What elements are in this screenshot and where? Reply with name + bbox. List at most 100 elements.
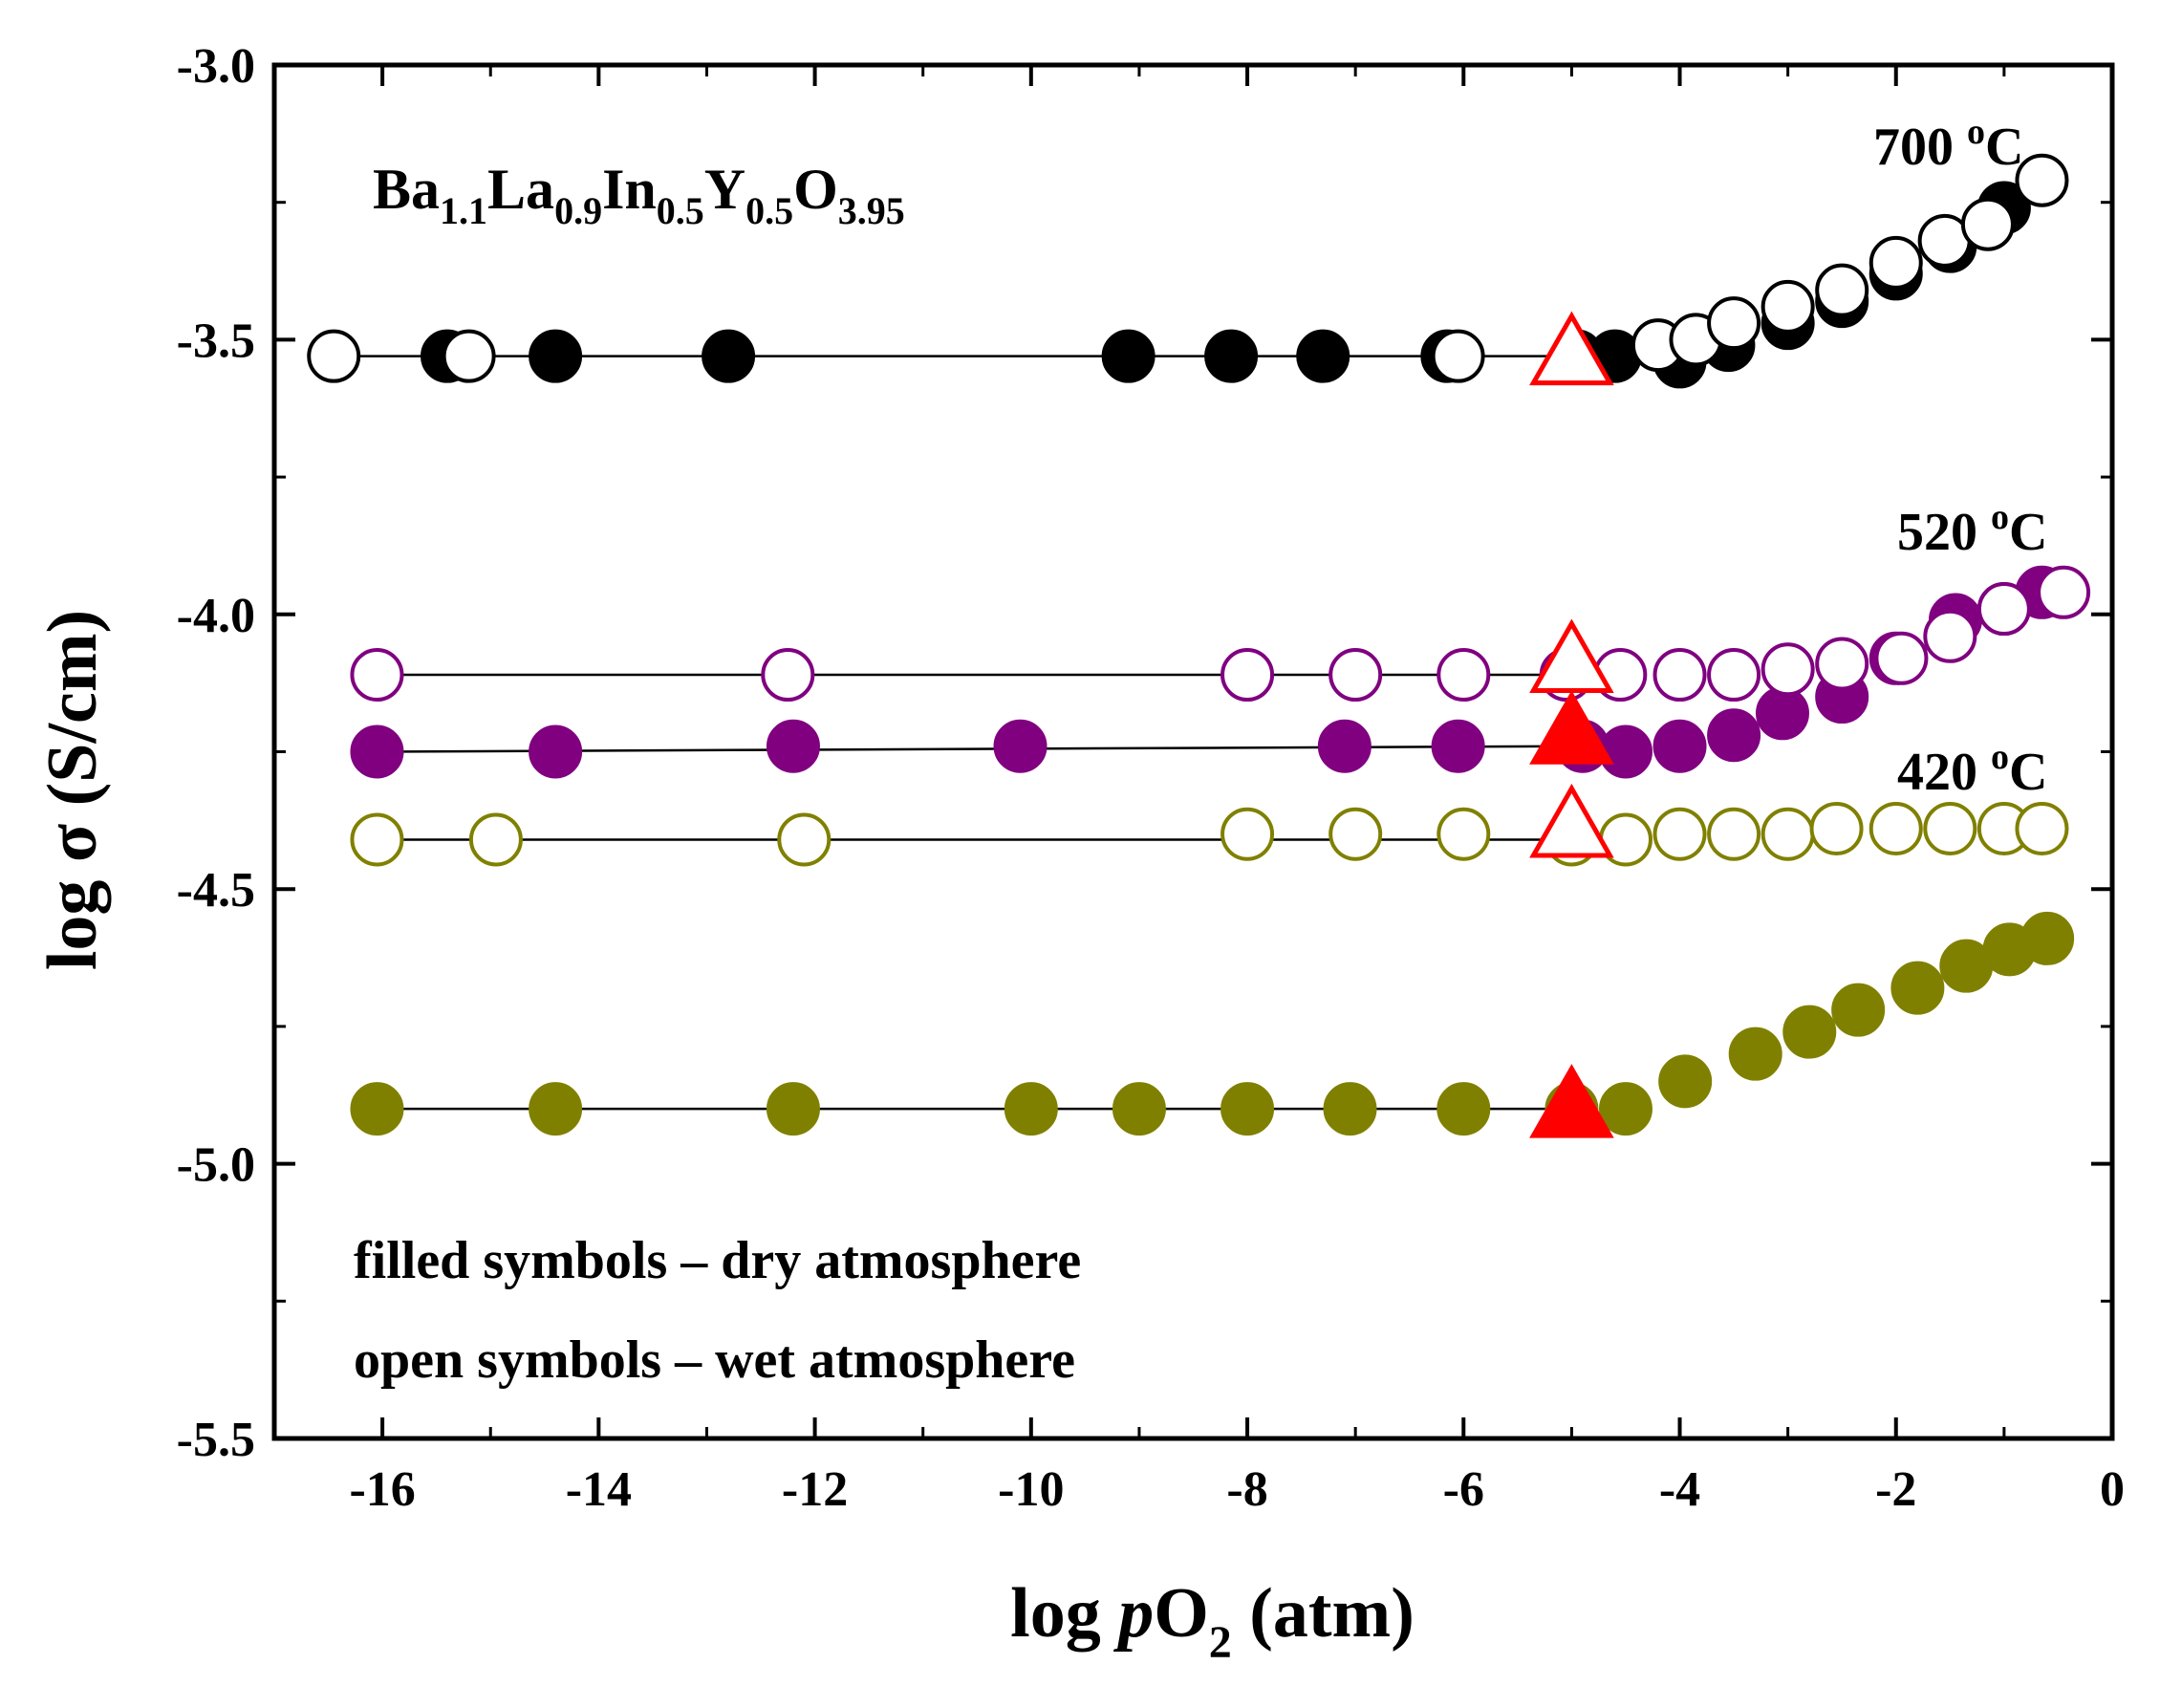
data-point-420-wet xyxy=(1652,807,1707,861)
formula-y-sub: 0.5 xyxy=(745,189,793,232)
temperature-label-420: 420 oC xyxy=(1897,737,2047,802)
data-point-520-dry xyxy=(993,719,1048,773)
y-tick-label: -3.0 xyxy=(177,39,255,94)
x-tick-label: -2 xyxy=(1875,1462,1916,1517)
data-point-420-dry xyxy=(529,1082,583,1136)
data-point-420-wet xyxy=(2015,801,2069,855)
formula-ba-sub: 1.1 xyxy=(440,189,487,232)
data-point-520-wet xyxy=(1923,609,1977,663)
data-point-700-wet xyxy=(1760,279,1815,334)
data-point-triangle-420-open xyxy=(1529,783,1614,858)
data-point-520-wet xyxy=(350,648,404,703)
data-point-420-dry xyxy=(766,1082,820,1136)
data-point-420-dry xyxy=(2020,911,2075,965)
data-point-520-dry xyxy=(1431,719,1485,773)
data-points xyxy=(307,153,2091,1138)
data-point-520-wet xyxy=(1707,648,1761,703)
data-point-420-dry xyxy=(1890,961,1945,1015)
note-filled-symbols: filled symbols – dry atmosphere xyxy=(354,1231,1081,1290)
plot-frame xyxy=(271,62,2115,1441)
data-point-420-wet xyxy=(1923,801,1977,855)
data-point-520-dry xyxy=(1317,719,1372,773)
data-point-520-dry xyxy=(1707,708,1761,763)
temp-700-number: 700 xyxy=(1873,118,1954,177)
data-point-420-dry xyxy=(1598,1082,1652,1136)
data-point-700-wet xyxy=(307,329,361,383)
x-axis-title-sub: 2 xyxy=(1209,1617,1232,1668)
data-point-700-dry xyxy=(702,329,756,383)
data-point-triangle-520-filled xyxy=(1529,690,1614,765)
data-point-420-dry xyxy=(1323,1082,1377,1136)
formula-o-sub: 3.95 xyxy=(838,189,905,232)
x-axis-title-suffix: (atm) xyxy=(1232,1574,1415,1653)
data-point-520-wet xyxy=(1220,648,1275,703)
formula-y: Y xyxy=(704,158,745,221)
data-point-420-wet xyxy=(1436,807,1491,861)
temp-520-unit: C xyxy=(2009,503,2047,562)
data-point-520-wet xyxy=(1328,648,1383,703)
data-point-triangle-420-filled xyxy=(1529,1064,1614,1138)
data-point-700-dry xyxy=(1296,329,1350,383)
temp-700-unit: C xyxy=(1985,118,2023,177)
data-point-520-dry xyxy=(1652,719,1707,773)
temp-700-sup: o xyxy=(1967,112,1985,152)
data-point-520-dry xyxy=(529,724,583,779)
x-axis-title-main: O xyxy=(1154,1574,1209,1653)
formula-in-sub: 0.5 xyxy=(657,189,704,232)
data-point-700-wet xyxy=(1868,235,1923,290)
y-axis-title: log σ (S/cm) xyxy=(33,610,112,970)
y-tick-label: -4.0 xyxy=(177,589,255,643)
compound-formula: Ba1.1La0.9In0.5Y0.5O3.95 xyxy=(373,158,905,232)
formula-in: In xyxy=(602,158,657,221)
data-point-420-wet xyxy=(1868,801,1923,855)
data-point-420-dry xyxy=(1782,1005,1837,1059)
x-axis-title-prefix: log xyxy=(1010,1574,1118,1653)
data-point-700-wet xyxy=(442,329,496,383)
data-point-520-wet xyxy=(761,648,815,703)
data-point-420-dry xyxy=(1728,1027,1782,1081)
data-point-520-wet xyxy=(1760,642,1815,697)
data-point-420-wet xyxy=(1328,807,1383,861)
data-point-520-wet xyxy=(2037,565,2091,619)
data-point-520-wet xyxy=(1436,648,1491,703)
data-point-420-wet xyxy=(468,812,523,867)
x-tick-label: -10 xyxy=(998,1462,1064,1517)
y-tick-label: -4.5 xyxy=(177,863,255,918)
formula-o: O xyxy=(793,158,838,221)
data-point-520-dry xyxy=(1755,686,1809,741)
formula-la-sub: 0.9 xyxy=(554,189,602,232)
data-point-420-dry xyxy=(1220,1082,1275,1136)
data-point-520-wet xyxy=(1874,631,1929,685)
y-tick-label: -3.5 xyxy=(177,313,255,368)
data-point-420-dry xyxy=(1112,1082,1166,1136)
y-tick-label: -5.5 xyxy=(177,1413,255,1467)
data-point-triangle-700-open xyxy=(1529,311,1614,386)
x-axis-title: log pO2 (atm) xyxy=(1010,1574,1415,1668)
data-point-420-dry xyxy=(350,1082,404,1136)
data-point-420-dry xyxy=(1004,1082,1058,1136)
temp-420-sup: o xyxy=(1991,737,2009,777)
data-point-420-wet xyxy=(350,812,404,867)
data-point-700-dry xyxy=(529,329,583,383)
data-point-420-dry xyxy=(1436,1082,1491,1136)
data-point-520-dry xyxy=(350,724,404,779)
data-point-700-wet xyxy=(1960,197,2015,251)
data-point-700-wet xyxy=(2015,153,2069,207)
x-tick-label: -4 xyxy=(1659,1462,1700,1517)
data-point-700-dry xyxy=(1204,329,1259,383)
temperature-label-520: 520 oC xyxy=(1897,497,2047,562)
temp-420-number: 420 xyxy=(1897,743,1977,802)
data-point-700-wet xyxy=(1815,263,1869,317)
data-point-420-wet xyxy=(1220,807,1275,861)
data-point-420-wet xyxy=(1707,807,1761,861)
tick-labels: -16 -14 -12 -10 -8 -6 -4 -2 0 -3.0 -3.5 -4.0 -4.5 -5.… xyxy=(177,39,2125,1517)
data-point-520-wet xyxy=(1815,637,1869,691)
x-tick-label: -12 xyxy=(782,1462,848,1517)
data-point-420-wet xyxy=(1760,807,1815,861)
data-point-520-wet xyxy=(1976,582,2031,637)
x-tick-label: 0 xyxy=(2100,1462,2125,1517)
note-open-symbols: open symbols – wet atmosphere xyxy=(354,1330,1075,1390)
data-point-520-wet xyxy=(1652,648,1707,703)
x-tick-label: -6 xyxy=(1443,1462,1484,1517)
